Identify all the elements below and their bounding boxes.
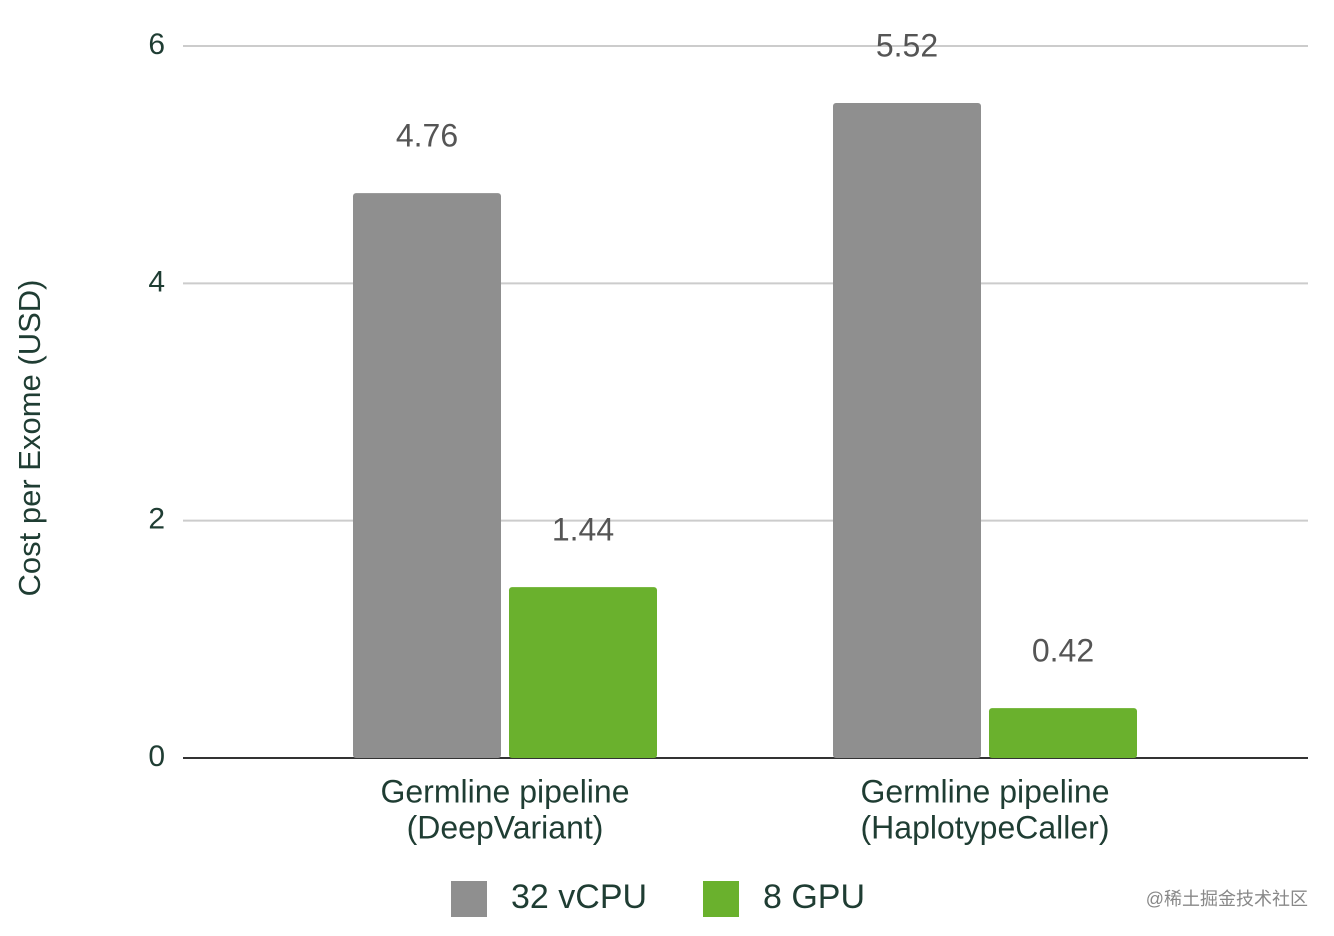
watermark: @稀土掘金技术社区 <box>1146 889 1308 909</box>
value-label: 0.42 <box>1032 633 1094 669</box>
legend-swatch <box>451 881 487 917</box>
y-tick-label: 6 <box>148 28 165 61</box>
y-tick-label: 0 <box>148 740 165 773</box>
y-tick-label: 4 <box>148 265 165 298</box>
y-axis-title: Cost per Exome (USD) <box>12 280 47 597</box>
x-tick-label: (DeepVariant) <box>407 809 604 845</box>
legend-label: 32 vCPU <box>511 878 647 916</box>
bar <box>509 587 657 758</box>
value-label: 4.76 <box>396 118 458 154</box>
value-label: 5.52 <box>876 27 938 63</box>
legend-label: 8 GPU <box>763 878 865 916</box>
x-tick-label: (HaplotypeCaller) <box>861 809 1110 845</box>
value-label: 1.44 <box>552 512 614 548</box>
bar <box>833 102 981 758</box>
x-tick-label: Germline pipeline <box>860 773 1109 809</box>
bar <box>353 193 501 758</box>
legend-swatch <box>703 881 739 917</box>
y-tick-label: 2 <box>148 503 165 536</box>
bar <box>989 708 1137 758</box>
x-tick-label: Germline pipeline <box>380 773 629 809</box>
